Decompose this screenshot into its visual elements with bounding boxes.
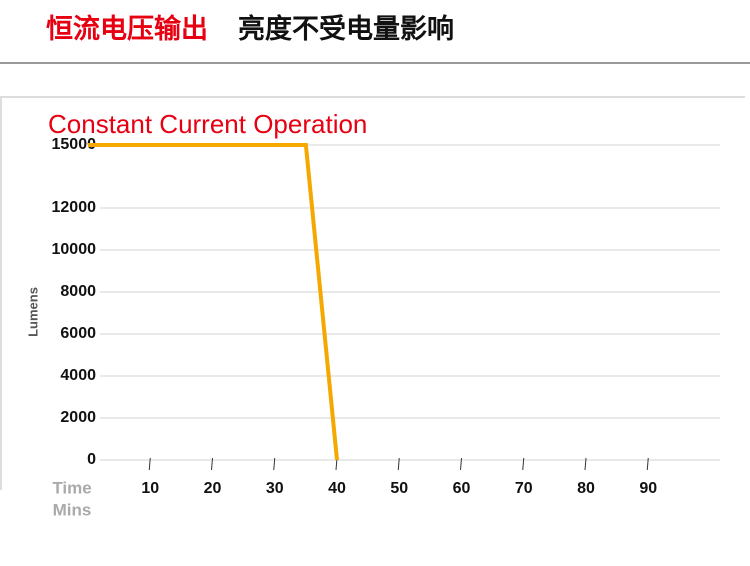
x-tick [397, 457, 400, 471]
y-tick-label: 6000 [60, 325, 96, 342]
x-tick-label: 20 [204, 480, 222, 497]
x-tick [273, 457, 276, 471]
x-tick [211, 457, 213, 471]
x-tick-label: 90 [639, 480, 657, 497]
x-tick-label: 50 [390, 480, 408, 497]
x-tick [646, 457, 649, 471]
chart-frame [0, 96, 745, 490]
y-tick-label: 10000 [52, 241, 97, 258]
y-tick-label: 4000 [60, 367, 96, 384]
x-tick-label: 10 [141, 480, 159, 497]
x-tick [584, 457, 587, 471]
y-axis-label: Lumens [25, 287, 40, 337]
x-axis-label: Time [52, 478, 91, 497]
x-tick [460, 457, 462, 471]
y-tick-label: 2000 [60, 409, 96, 426]
x-axis-label: Mins [53, 500, 92, 519]
x-tick-label: 30 [266, 480, 284, 497]
y-tick-label: 0 [87, 451, 96, 468]
x-tick-label: 40 [328, 480, 346, 497]
x-tick-label: 60 [453, 480, 471, 497]
y-tick-label: 12000 [52, 199, 97, 216]
header-black: 亮度不受电量影响 [238, 13, 454, 44]
series-line [88, 143, 339, 461]
y-tick-label: 15000 [52, 136, 97, 153]
chart-title: Constant Current Operation [48, 109, 367, 139]
y-tick-label: 8000 [60, 283, 96, 300]
x-tick [148, 457, 151, 471]
header-red: 恒流电压输出 [46, 13, 208, 44]
x-tick-label: 70 [515, 480, 533, 497]
x-tick-label: 80 [577, 480, 595, 497]
x-tick [522, 457, 525, 471]
